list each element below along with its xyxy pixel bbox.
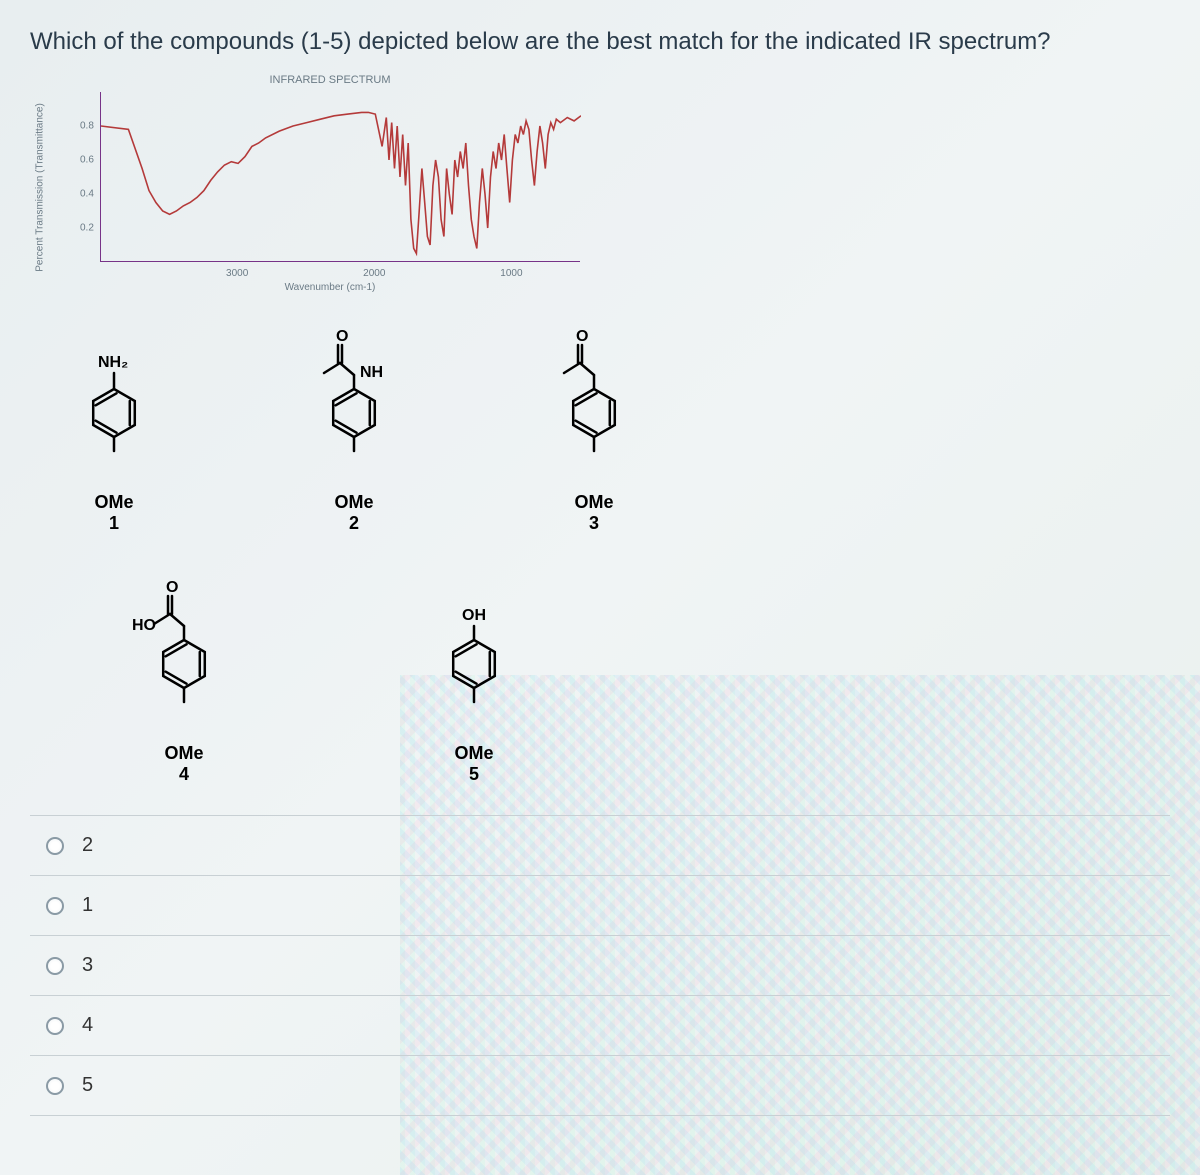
molecule-wrap-1: NH₂ OMe1 (54, 313, 174, 534)
answer-option-2[interactable]: 2 (30, 815, 1170, 876)
molecule-3: O (534, 313, 654, 483)
answer-option-1[interactable]: 1 (30, 876, 1170, 936)
svg-text:HO: HO (132, 617, 156, 634)
molecule-5: OH (414, 564, 534, 734)
molecule-2: O NH (294, 313, 414, 483)
svg-text:OH: OH (462, 607, 486, 624)
svg-text:O: O (336, 328, 348, 345)
ir-spectrum-chart: INFRARED SPECTRUM Percent Transmission (… (50, 74, 610, 289)
molecule-4: O HO (124, 564, 244, 734)
molecule-number: 3 (534, 513, 654, 534)
molecule-number: 1 (54, 513, 174, 534)
option-label: 4 (82, 1014, 93, 1037)
molecule-1: NH₂ (54, 313, 174, 483)
svg-text:NH₂: NH₂ (98, 354, 128, 371)
ytick: 0.4 (80, 189, 94, 200)
molecule-number: 5 (414, 764, 534, 785)
answer-options: 2 1 3 4 5 (30, 815, 1170, 1116)
molecule-wrap-4: O HO OMe4 (124, 564, 244, 785)
option-label: 2 (82, 834, 93, 857)
ytick: 0.6 (80, 155, 94, 166)
option-label: 5 (82, 1074, 93, 1097)
molecule-bottom-label: OMe (124, 743, 244, 764)
svg-text:O: O (166, 579, 178, 596)
svg-text:NH: NH (360, 364, 383, 381)
molecule-number: 4 (124, 764, 244, 785)
molecule-wrap-3: O OMe3 (534, 313, 654, 534)
xtick: 1000 (500, 268, 522, 279)
answer-option-3[interactable]: 3 (30, 936, 1170, 996)
molecule-wrap-5: OH OMe5 (414, 564, 534, 785)
option-label: 3 (82, 954, 93, 977)
option-label: 1 (82, 894, 93, 917)
question-text: Which of the compounds (1-5) depicted be… (30, 28, 1170, 56)
spectrum-line (101, 92, 581, 262)
ytick: 0.8 (80, 121, 94, 132)
xtick: 3000 (226, 268, 248, 279)
molecule-wrap-2: O NH OMe2 (294, 313, 414, 534)
molecule-structures: NH₂OMe1ONHOMe2OOMe3 OHOOMe4OHOMe5 (54, 313, 1170, 785)
answer-option-4[interactable]: 4 (30, 996, 1170, 1056)
molecule-bottom-label: OMe (414, 743, 534, 764)
molecule-bottom-label: OMe (534, 492, 654, 513)
molecule-number: 2 (294, 513, 414, 534)
chart-title: INFRARED SPECTRUM (269, 74, 390, 86)
chart-ylabel: Percent Transmission (Transmittance) (35, 103, 46, 272)
radio-icon[interactable] (46, 1017, 64, 1035)
radio-icon[interactable] (46, 837, 64, 855)
xtick: 2000 (363, 268, 385, 279)
molecule-bottom-label: OMe (54, 492, 174, 513)
molecule-bottom-label: OMe (294, 492, 414, 513)
chart-xlabel: Wavenumber (cm-1) (285, 282, 376, 293)
ytick: 0.2 (80, 223, 94, 234)
radio-icon[interactable] (46, 957, 64, 975)
svg-text:O: O (576, 328, 588, 345)
radio-icon[interactable] (46, 1077, 64, 1095)
answer-option-5[interactable]: 5 (30, 1056, 1170, 1116)
radio-icon[interactable] (46, 897, 64, 915)
